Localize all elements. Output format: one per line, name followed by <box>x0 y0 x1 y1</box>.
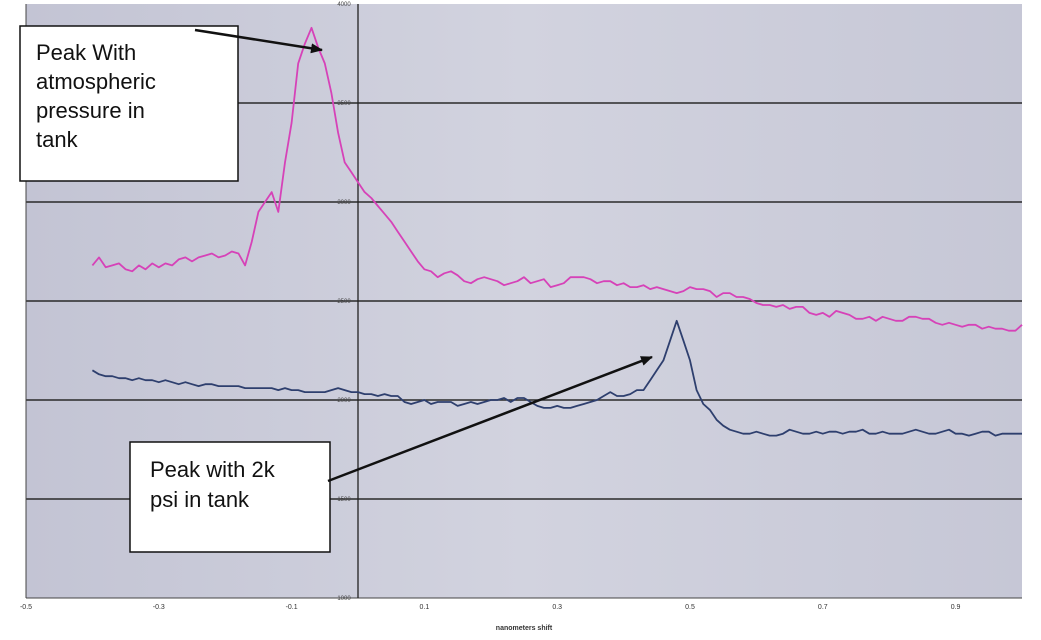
x-axis-title: nanometers shift <box>496 625 553 632</box>
y-tick-label: 2000 <box>337 398 351 404</box>
annotation-text-line: tank <box>36 127 79 152</box>
x-tick-label: 0.3 <box>552 604 562 611</box>
tick-labels: -0.5 -0.3 -0.1 0.1 0.3 0.5 0.7 0.9 1000 1500 2000 2… <box>20 2 961 611</box>
series-line-2 <box>91 319 1022 437</box>
annotation-text-line: Peak with 2k <box>150 457 276 482</box>
x-tick-label: 0.7 <box>818 604 828 611</box>
y-tick-label: 3500 <box>337 101 351 107</box>
annotation-1: Peak With atmospheric pressure in tank <box>19 25 323 182</box>
x-tick-label: -0.1 <box>286 604 298 611</box>
series-lines <box>91 26 1023 437</box>
annotation-text-line: atmospheric <box>36 69 156 94</box>
annotation-text-line: psi in tank <box>150 487 250 512</box>
annotation-text-line: Peak With <box>36 40 136 65</box>
x-tick-label: -0.5 <box>20 604 32 611</box>
x-tick-label: -0.3 <box>153 604 165 611</box>
annotation-arrow <box>194 28 323 54</box>
y-tick-label: 1000 <box>337 596 351 602</box>
annotation-2: Peak with 2k psi in tank <box>129 355 653 553</box>
y-tick-label: 3000 <box>337 200 351 206</box>
y-tick-label: 1500 <box>337 497 351 503</box>
annotation-box <box>129 441 331 553</box>
x-tick-label: 0.1 <box>420 604 430 611</box>
annotation-text-line: pressure in <box>36 98 145 123</box>
annotation-box <box>19 25 239 182</box>
x-tick-label: 0.9 <box>951 604 961 611</box>
x-tick-label: 0.5 <box>685 604 695 611</box>
annotation-arrow <box>327 355 653 483</box>
y-tick-label: 4000 <box>337 2 351 8</box>
series-line-1 <box>91 26 1023 332</box>
y-tick-label: 2500 <box>337 299 351 305</box>
